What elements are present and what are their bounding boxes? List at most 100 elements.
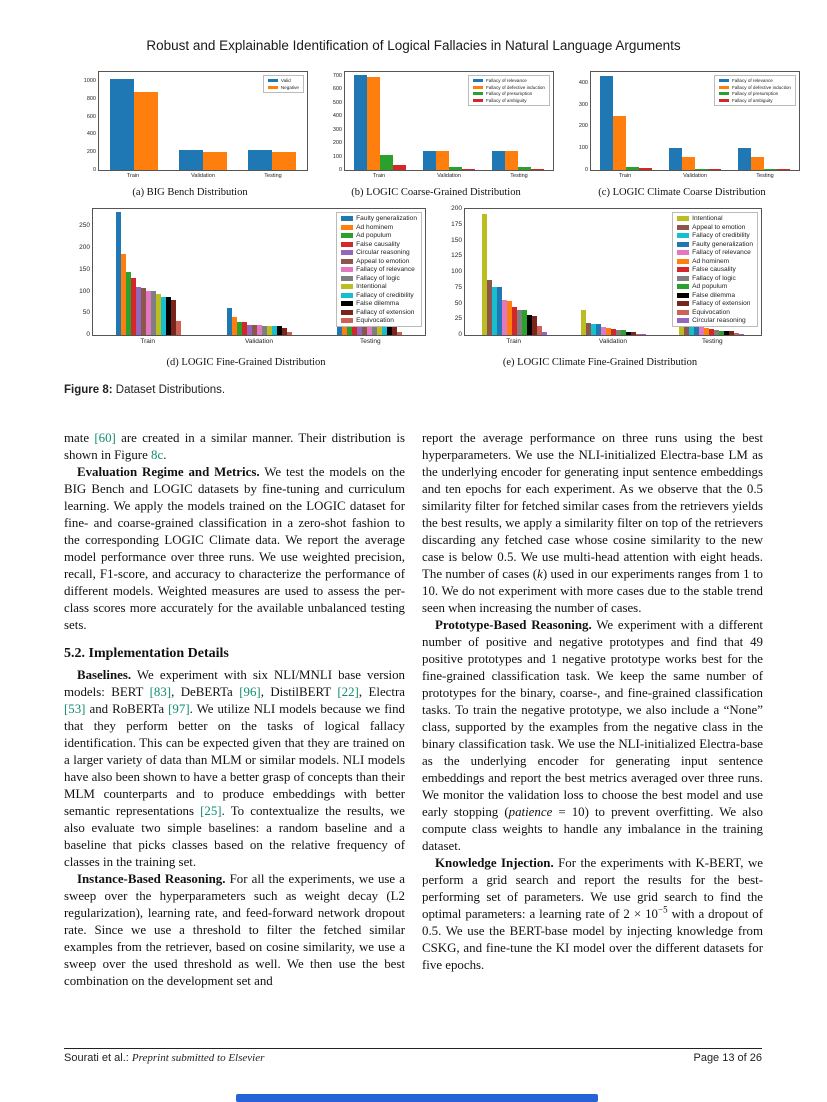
legend-label: Appeal to emotion: [356, 257, 410, 265]
bar: [536, 326, 542, 335]
citation-link[interactable]: [97]: [168, 702, 190, 716]
text-segment: k: [537, 567, 543, 581]
bar: [352, 322, 358, 335]
x-tick-label: Testing: [756, 173, 774, 179]
y-tick-label: 800: [86, 95, 96, 102]
text-segment: Prototype-Based Reasoning.: [435, 618, 592, 632]
citation-link[interactable]: [22]: [337, 685, 359, 699]
figure-caption-text: Dataset Distributions.: [115, 384, 226, 396]
legend-label: Ad hominem: [692, 257, 730, 265]
bar: [739, 334, 745, 335]
citation-link[interactable]: [60]: [94, 431, 116, 445]
legend-swatch: [677, 258, 690, 264]
bar: [724, 330, 730, 335]
citation-link[interactable]: [53]: [64, 702, 86, 716]
legend-swatch: [677, 241, 690, 247]
footer-authors: Sourati et al.:: [64, 1052, 129, 1064]
y-tick-label: 100: [578, 145, 588, 152]
legend-label: Fallacy of defective induction: [486, 84, 545, 90]
legend-label: Equivocation: [692, 308, 730, 316]
bar-group: [204, 209, 315, 335]
bar-group: [345, 72, 414, 170]
bar: [501, 299, 507, 335]
legend-item: Circular reasoning: [341, 249, 417, 256]
y-tick-label: 400: [86, 131, 96, 138]
y-tick-label: 75: [454, 283, 462, 291]
x-axis: Train Validation Testing: [344, 171, 554, 179]
legend-item: Fallacy of relevance: [473, 78, 545, 83]
bar: [422, 150, 436, 170]
legend-swatch: [719, 79, 729, 82]
text-segment: For all the experiments, we use a sweep …: [64, 872, 405, 988]
legend-swatch: [341, 301, 354, 306]
legend-item: Fallacy of presumption: [719, 91, 791, 96]
text-segment: . We utilize NLI models because we find …: [64, 702, 405, 818]
page-title: Robust and Explainable Identification of…: [146, 38, 681, 53]
legend-swatch: [677, 267, 690, 272]
bar-chart: 0 25 50 75 100 125 150 175 200 Intentional Appeal …: [451, 205, 762, 345]
bar: [531, 169, 545, 170]
legend-label: Fallacy of logic: [356, 274, 400, 282]
bar: [595, 324, 601, 335]
figure-caption: Figure 8: Dataset Distributions.: [64, 384, 763, 396]
x-axis: Train Validation Testing: [98, 171, 308, 179]
x-tick-label: Validation: [598, 338, 628, 345]
bar: [668, 148, 682, 170]
legend-label: False dilemma: [356, 300, 400, 307]
y-tick-label: 0: [584, 167, 588, 173]
bar: [694, 168, 708, 170]
bar: [226, 308, 232, 335]
citation-link[interactable]: [83]: [149, 685, 172, 699]
citation-link[interactable]: [25]: [200, 804, 222, 818]
x-tick-label: Testing: [264, 173, 282, 179]
legend-label: Appeal to emotion: [692, 223, 746, 231]
bar: [620, 329, 626, 335]
bar: [241, 322, 247, 335]
text-segment: .: [163, 448, 167, 462]
x-tick-label: Train: [126, 173, 140, 179]
bar: [707, 169, 721, 170]
bar: [145, 291, 151, 335]
legend-swatch: [341, 275, 354, 281]
legend-item: Equivocation: [677, 309, 753, 316]
legend-swatch: [341, 284, 354, 289]
y-tick-label: 0: [458, 331, 462, 338]
bar: [600, 327, 606, 335]
paragraph: mate [60] are created in a similar manne…: [64, 430, 405, 464]
bar: [150, 291, 156, 335]
bar-group: [591, 72, 660, 170]
legend-swatch: [719, 98, 729, 102]
bar: [541, 331, 547, 335]
legend-item: Fallacy of ambiguity: [473, 98, 545, 103]
chart-caption: (d) LOGIC Fine-Grained Distribution: [166, 357, 326, 368]
bar: [635, 333, 641, 335]
bar: [155, 293, 161, 335]
bar: [491, 286, 497, 335]
citation-link[interactable]: [96]: [239, 685, 261, 699]
y-tick-label: 200: [79, 244, 90, 252]
legend-label: Faulty generalization: [692, 240, 753, 248]
legend-item: Ad hominem: [677, 258, 753, 265]
legend-label: Fallacy of extension: [692, 300, 751, 307]
y-tick-label: 50: [82, 309, 90, 317]
bar-group: [238, 72, 307, 170]
legend-label: Ad populum: [692, 283, 728, 290]
bar: [175, 320, 181, 335]
legend-item: Fallacy of relevance: [719, 78, 791, 83]
legend-label: Fallacy of extension: [356, 308, 415, 316]
text-segment: We test the models on the BIG Bench and …: [64, 465, 405, 632]
legend-item: Fallacy of ambiguity: [719, 98, 791, 103]
legend-label: Fallacy of ambiguity: [732, 97, 773, 103]
plot-area: 0 50 100 150 200 250 Faulty generalization Ad h…: [79, 208, 426, 338]
scrollbar-thumb[interactable]: [236, 1094, 598, 1102]
plot-area: 0 100 200 300 400 500 600 700 Fallacy of relevan…: [333, 71, 554, 173]
legend-item: Appeal to emotion: [677, 224, 753, 231]
legend-item: Fallacy of defective induction: [719, 85, 791, 90]
bar: [461, 169, 475, 170]
citation-link[interactable]: 8c: [151, 448, 164, 462]
bar: [777, 169, 791, 170]
chart-logic-fine-grained-distribution: 0 50 100 150 200 250 Faulty generalization Ad h…: [66, 208, 426, 368]
bar: [738, 148, 752, 170]
bar: [612, 115, 626, 170]
legend-item: Fallacy of credibility: [677, 232, 753, 239]
